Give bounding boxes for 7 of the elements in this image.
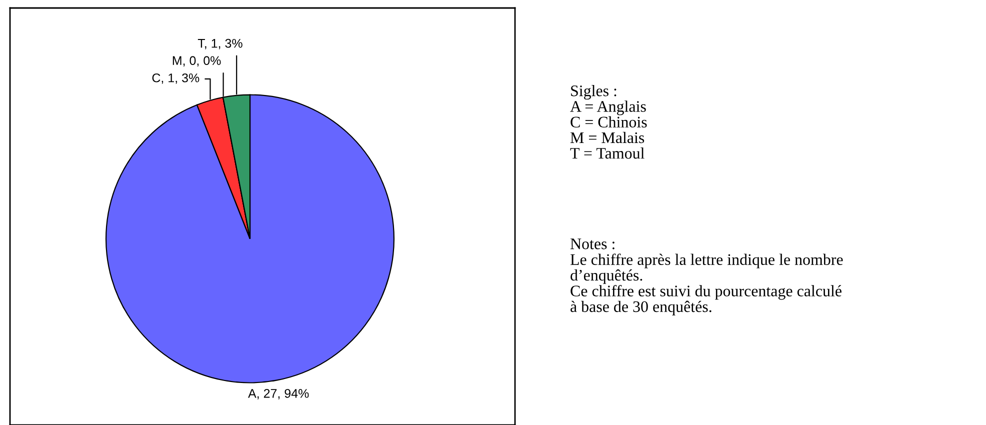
text: Notes : Le chiffre après la lettre indique le nombre d’enquêtés. Ce chiffre est suivi du pourcentage calculé à base de 30 enquêtés. (570, 238, 843, 316)
data-label: A, 27, 94% (248, 388, 309, 400)
text: M, 0, 0% (172, 56, 221, 67)
text: Sigles : A = Anglais C = Chinois M = Malais T = Tamoul (570, 85, 647, 159)
pie-slice (105, 94, 395, 384)
data-label: C, 1, 3% (152, 73, 200, 84)
data-label: T, 1, 3% (198, 38, 242, 50)
